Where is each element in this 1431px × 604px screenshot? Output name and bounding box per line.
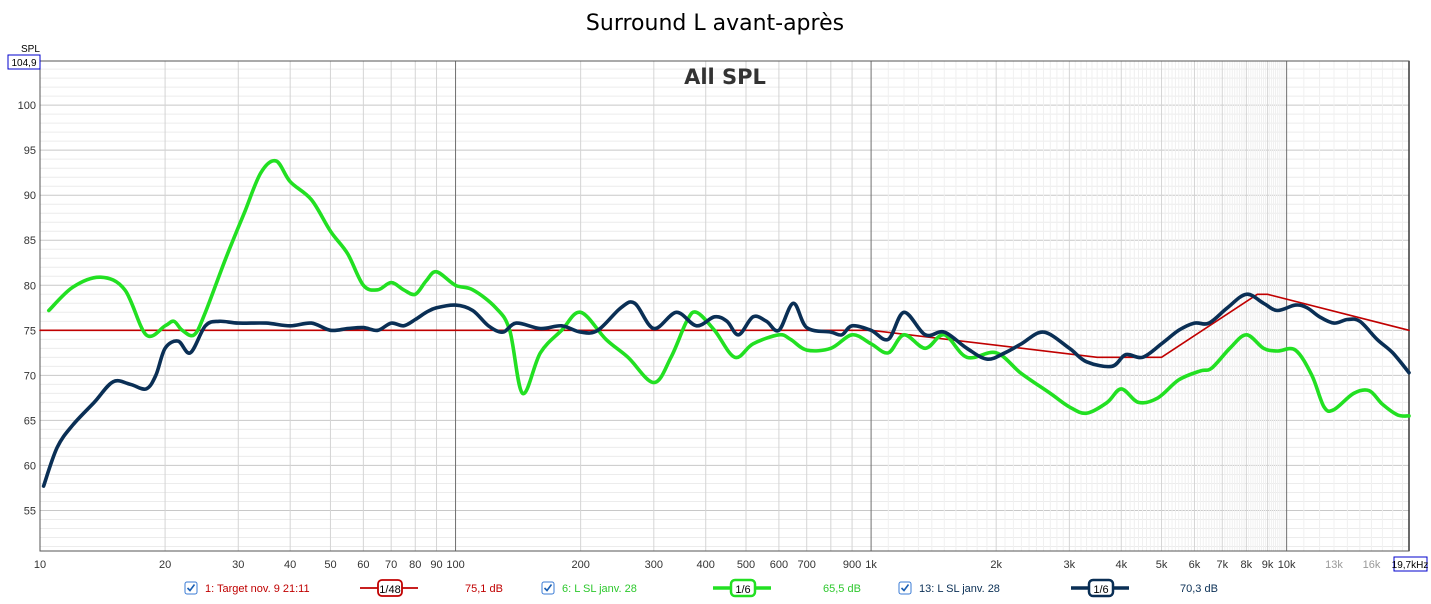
legend-label: 13: L SL janv. 28 — [919, 583, 1000, 595]
legend-level: 65,5 dB — [823, 583, 861, 595]
check-icon — [186, 584, 196, 592]
y-tick-label: 55 — [24, 505, 36, 517]
y-axis-label: SPL — [21, 44, 40, 55]
x-end-value: 19,7kHz — [1392, 560, 1429, 571]
x-tick-label: 80 — [409, 559, 421, 571]
x-axis-ticks: 10 20 30 40 50 60 70 80 90 100 200 300 400 500 600 700 9… — [34, 559, 1381, 571]
chart-title: Surround L avant-après — [586, 11, 844, 36]
x-tick-label: 200 — [571, 559, 589, 571]
legend-item[interactable]: 13: L SL janv. 28 1/6 70,3 dB — [898, 578, 1218, 598]
x-tick-label: 600 — [770, 559, 788, 571]
y-tick-label: 60 — [24, 460, 36, 472]
x-tick-label: 16k — [1363, 559, 1381, 571]
series-layer — [39, 158, 1411, 488]
grid — [39, 61, 1410, 551]
y-tick-label: 70 — [24, 370, 36, 382]
legend: 1: Target nov. 9 21:11 1/48 75,1 dB 6: L SL… — [184, 578, 1218, 598]
smoothing-badge[interactable] — [377, 579, 403, 597]
y-tick-label: 80 — [24, 280, 36, 292]
x-tick-label: 1k — [865, 559, 877, 571]
legend-label: 1: Target nov. 9 21:11 — [205, 583, 310, 595]
x-tick-label: 400 — [697, 559, 715, 571]
x-tick-label: 90 — [430, 559, 442, 571]
x-tick-label: 300 — [645, 559, 663, 571]
y-tick-label: 85 — [24, 235, 36, 247]
x-tick-label: 6k — [1189, 559, 1201, 571]
legend-level: 70,3 dB — [1180, 583, 1218, 595]
legend-level: 75,1 dB — [465, 583, 503, 595]
x-tick-label: 13k — [1325, 559, 1343, 571]
x-tick-label: 30 — [232, 559, 244, 571]
x-tick-label: 40 — [284, 559, 296, 571]
x-tick-label: 20 — [159, 559, 171, 571]
y-tick-label: 95 — [24, 145, 36, 157]
x-tick-label: 50 — [324, 559, 336, 571]
smoothing-label: 1/6 — [1093, 584, 1108, 596]
y-tick-label: 90 — [24, 190, 36, 202]
legend-item[interactable]: 1: Target nov. 9 21:11 1/48 75,1 dB — [184, 579, 503, 597]
x-tick-label: 70 — [385, 559, 397, 571]
x-tick-label: 7k — [1216, 559, 1228, 571]
y-tick-label: 100 — [18, 100, 36, 112]
series-line-3 — [41, 292, 1411, 488]
overlay-label: All SPL — [684, 65, 766, 89]
smoothing-badge[interactable] — [1087, 578, 1115, 598]
x-tick-label: 10k — [1278, 559, 1296, 571]
x-tick-label: 4k — [1115, 559, 1127, 571]
x-tick-label: 5k — [1156, 559, 1168, 571]
series-line-2 — [47, 158, 1411, 418]
smoothing-label: 1/6 — [735, 584, 750, 596]
legend-label: 6: L SL janv. 28 — [562, 583, 637, 595]
x-tick-label: 8k — [1241, 559, 1253, 571]
y-top-value-box[interactable] — [7, 54, 41, 70]
x-tick-label: 500 — [737, 559, 755, 571]
y-tick-label: 75 — [24, 325, 36, 337]
y-axis-ticks: 55 60 65 70 75 80 85 90 95 100 — [18, 100, 36, 517]
x-tick-label: 2k — [990, 559, 1002, 571]
check-icon — [543, 584, 553, 592]
x-tick-label: 700 — [798, 559, 816, 571]
x-tick-label: 900 — [843, 559, 861, 571]
smoothing-label: 1/48 — [379, 584, 400, 596]
plot-area — [39, 60, 1410, 552]
y-top-value: 104,9 — [11, 58, 36, 69]
y-tick-label: 65 — [24, 415, 36, 427]
check-icon — [900, 584, 910, 592]
x-tick-label: 9k — [1262, 559, 1274, 571]
x-tick-label: 10 — [34, 559, 46, 571]
smoothing-badge[interactable] — [729, 578, 757, 598]
x-tick-label: 100 — [446, 559, 464, 571]
x-tick-label: 60 — [357, 559, 369, 571]
x-end-value-box[interactable] — [1393, 556, 1428, 572]
legend-item[interactable]: 6: L SL janv. 28 1/6 65,5 dB — [541, 578, 861, 598]
x-tick-label: 3k — [1064, 559, 1076, 571]
